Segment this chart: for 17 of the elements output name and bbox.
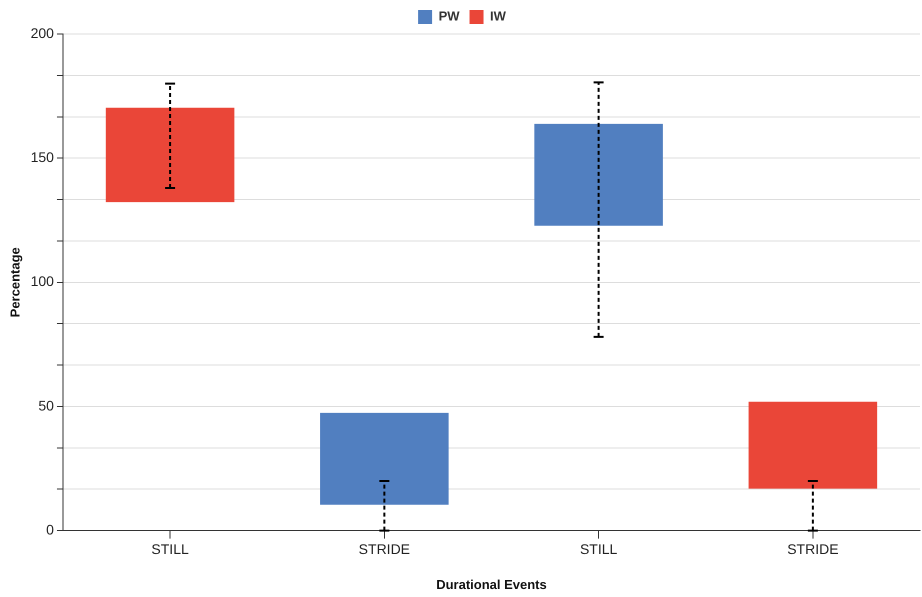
legend-label: PW	[438, 8, 460, 24]
bar	[534, 124, 663, 226]
bar	[106, 108, 234, 202]
y-tick-label: 150	[30, 149, 54, 166]
x-tick-label: STILL	[580, 540, 618, 557]
x-tick-label: STRIDE	[358, 540, 410, 557]
y-tick-label: 50	[38, 397, 54, 414]
x-tick-label: STRIDE	[787, 540, 839, 557]
y-tick-label: 200	[30, 24, 54, 41]
x-axis-title: Durational Events	[436, 576, 547, 592]
y-tick-label: 0	[46, 521, 54, 538]
y-tick-label: 100	[30, 273, 54, 290]
y-axis-title: Percentage	[7, 247, 22, 318]
bar	[320, 412, 449, 505]
legend-label: IW	[490, 8, 507, 24]
x-tick-label: STILL	[151, 540, 189, 557]
bar	[748, 402, 878, 489]
